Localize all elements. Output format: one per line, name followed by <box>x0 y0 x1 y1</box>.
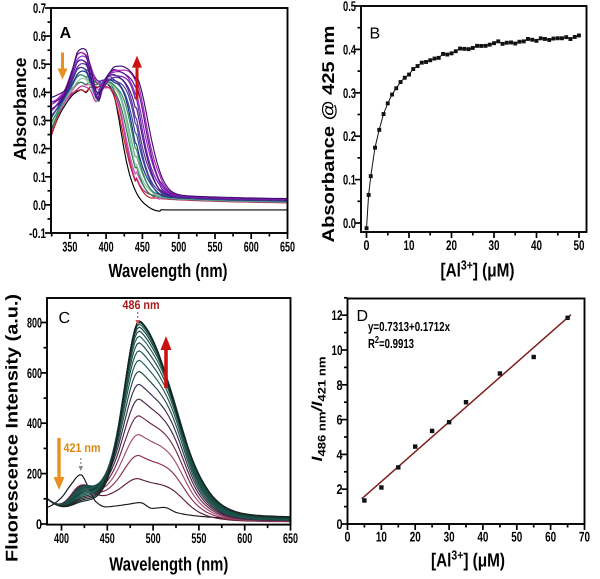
svg-text:50: 50 <box>511 529 522 545</box>
svg-text:0.1: 0.1 <box>33 169 46 185</box>
svg-text:[Al3+] (μM): [Al3+] (μM) <box>441 258 515 282</box>
svg-text:550: 550 <box>191 530 206 546</box>
svg-text:30: 30 <box>489 237 500 253</box>
svg-text:0.2: 0.2 <box>33 141 46 157</box>
svg-text:0: 0 <box>337 516 343 532</box>
svg-text:500: 500 <box>171 239 186 255</box>
svg-text:30: 30 <box>444 529 455 545</box>
svg-text:600: 600 <box>27 365 42 381</box>
svg-text:Fluorescence Intensity (a.u.): Fluorescence Intensity (a.u.) <box>3 294 22 562</box>
svg-text:10: 10 <box>376 529 387 545</box>
svg-text:50: 50 <box>574 237 585 253</box>
svg-text:550: 550 <box>208 239 223 255</box>
svg-text:421 nm: 421 nm <box>64 441 101 455</box>
svg-text:6: 6 <box>337 412 343 428</box>
svg-text:40: 40 <box>531 237 542 253</box>
svg-text:400: 400 <box>27 415 42 431</box>
svg-text:400: 400 <box>99 239 114 255</box>
svg-text:Absorbance: Absorbance <box>10 57 30 160</box>
svg-text:8: 8 <box>337 377 343 393</box>
svg-text:0.0: 0.0 <box>33 197 46 213</box>
svg-text:A: A <box>60 25 72 42</box>
svg-text:0.7: 0.7 <box>33 0 46 16</box>
svg-text:R2=0.9913: R2=0.9913 <box>368 335 414 351</box>
svg-text:40: 40 <box>477 529 488 545</box>
svg-text:0: 0 <box>36 516 42 532</box>
svg-text:0.6: 0.6 <box>33 28 46 44</box>
svg-text:y=0.7313+0.1712x: y=0.7313+0.1712x <box>368 319 451 334</box>
svg-text:800: 800 <box>27 315 42 331</box>
svg-text:10: 10 <box>332 342 343 358</box>
svg-text:0: 0 <box>345 529 351 545</box>
svg-text:12: 12 <box>332 307 343 323</box>
svg-text:650: 650 <box>280 239 295 255</box>
svg-text:0.3: 0.3 <box>343 85 356 101</box>
svg-text:0.3: 0.3 <box>33 113 46 129</box>
svg-text:60: 60 <box>545 529 556 545</box>
svg-text:350: 350 <box>62 239 77 255</box>
svg-text:70: 70 <box>579 529 590 545</box>
svg-text:450: 450 <box>100 530 115 546</box>
svg-text:I486 nm/I421 nm: I486 nm/I421 nm <box>309 356 329 461</box>
svg-text:0.5: 0.5 <box>33 56 46 72</box>
svg-text:Wavelength (nm): Wavelength (nm) <box>109 261 228 282</box>
svg-text:400: 400 <box>54 530 69 546</box>
svg-text:0.4: 0.4 <box>33 84 46 100</box>
svg-text:0.2: 0.2 <box>343 128 356 144</box>
svg-text:486 nm: 486 nm <box>123 298 160 312</box>
svg-text:Absorbance @ 425 nm: Absorbance @ 425 nm <box>319 26 338 243</box>
svg-text:0.4: 0.4 <box>343 41 356 57</box>
svg-text:0: 0 <box>364 237 370 253</box>
svg-text:4: 4 <box>337 446 343 462</box>
svg-text:[Al3+] (μM): [Al3+] (μM) <box>431 548 505 572</box>
svg-text:Wavelength (nm): Wavelength (nm) <box>109 555 228 576</box>
svg-text:0.1: 0.1 <box>343 172 356 188</box>
svg-text:600: 600 <box>237 530 252 546</box>
svg-text:10: 10 <box>404 237 415 253</box>
svg-text:-0.1: -0.1 <box>29 225 46 241</box>
svg-text:2: 2 <box>337 481 343 497</box>
svg-text:20: 20 <box>446 237 457 253</box>
svg-text:D: D <box>357 308 369 325</box>
svg-text:450: 450 <box>135 239 150 255</box>
svg-text:500: 500 <box>146 530 161 546</box>
svg-text:200: 200 <box>27 466 42 482</box>
svg-text:20: 20 <box>410 529 421 545</box>
svg-text:600: 600 <box>244 239 259 255</box>
svg-text:650: 650 <box>283 530 298 546</box>
svg-text:B: B <box>370 26 381 43</box>
svg-text:0.5: 0.5 <box>343 0 356 14</box>
svg-text:C: C <box>59 310 71 327</box>
svg-text:0.0: 0.0 <box>343 215 356 231</box>
